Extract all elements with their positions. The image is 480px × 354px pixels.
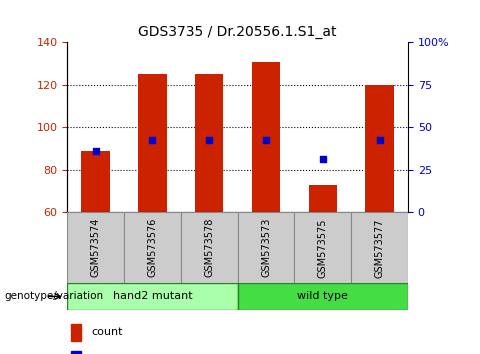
Point xyxy=(376,137,384,143)
Text: GSM573575: GSM573575 xyxy=(318,218,328,278)
Bar xyxy=(71,324,81,341)
Point xyxy=(205,137,213,143)
Point xyxy=(262,137,270,143)
Bar xyxy=(294,212,351,283)
Text: GSM573574: GSM573574 xyxy=(91,218,101,278)
Text: hand2 mutant: hand2 mutant xyxy=(113,291,192,302)
Bar xyxy=(238,283,408,310)
Bar xyxy=(238,212,294,283)
Bar xyxy=(138,74,167,212)
Text: genotype/variation: genotype/variation xyxy=(5,291,104,302)
Point xyxy=(92,148,99,154)
Bar xyxy=(309,185,337,212)
Bar xyxy=(252,62,280,212)
Point xyxy=(319,156,326,162)
Text: GSM573578: GSM573578 xyxy=(204,218,214,278)
Title: GDS3735 / Dr.20556.1.S1_at: GDS3735 / Dr.20556.1.S1_at xyxy=(138,25,337,39)
Bar xyxy=(82,151,110,212)
Bar xyxy=(365,85,394,212)
Bar xyxy=(195,74,223,212)
Bar xyxy=(181,212,238,283)
Text: count: count xyxy=(91,327,122,337)
Bar xyxy=(351,212,408,283)
Text: GSM573577: GSM573577 xyxy=(374,218,384,278)
Bar xyxy=(124,212,181,283)
Text: GSM573573: GSM573573 xyxy=(261,218,271,278)
Point xyxy=(148,137,156,143)
Bar xyxy=(71,351,81,354)
Bar xyxy=(67,212,124,283)
Text: wild type: wild type xyxy=(298,291,348,302)
Bar xyxy=(67,283,238,310)
Text: GSM573576: GSM573576 xyxy=(147,218,157,278)
